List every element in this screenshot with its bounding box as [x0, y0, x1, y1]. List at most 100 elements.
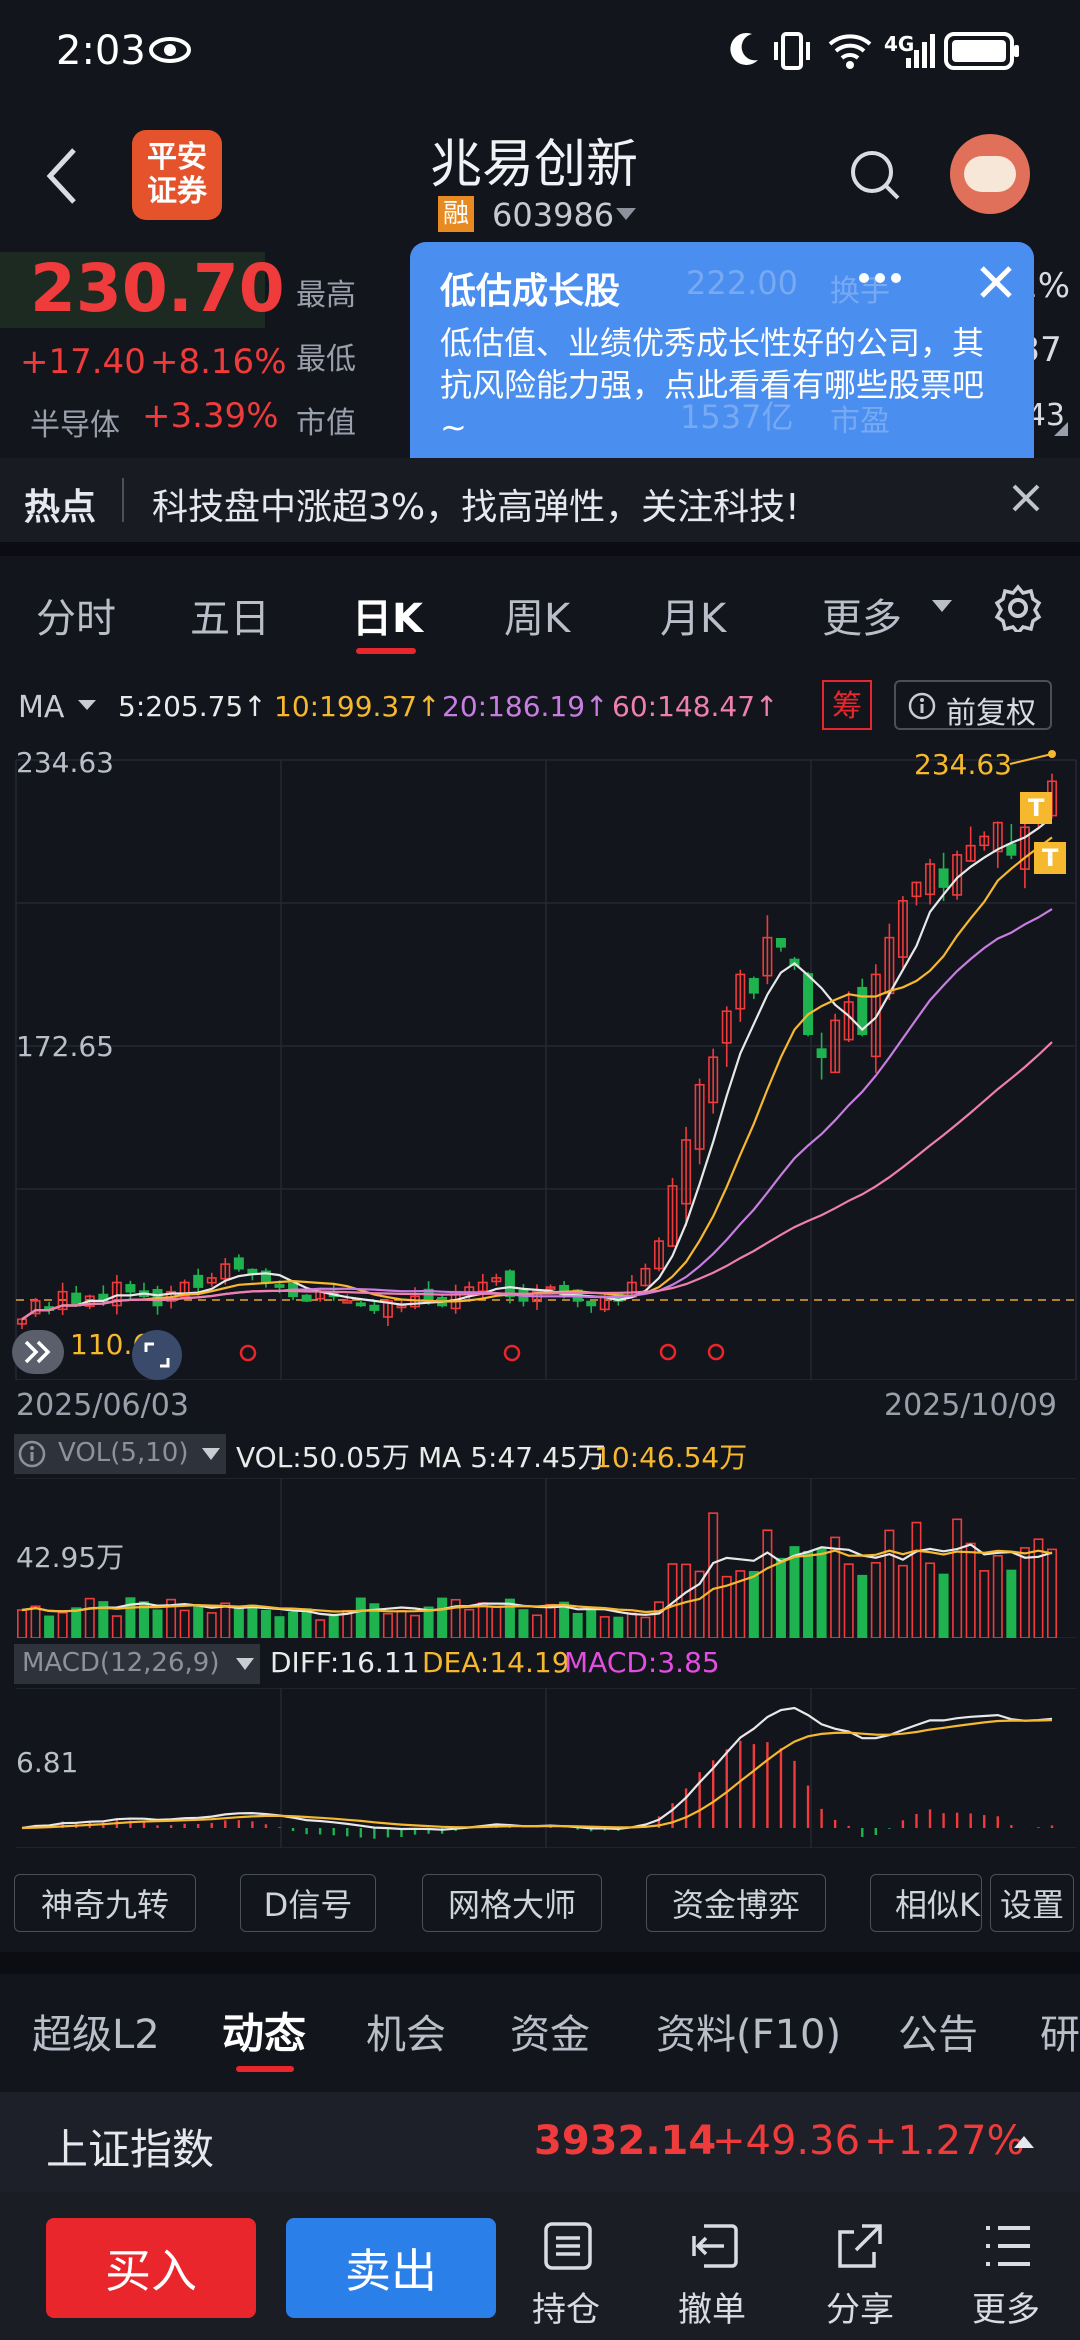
- holdings-icon[interactable]: [542, 2220, 594, 2272]
- share-label[interactable]: 分享: [826, 2290, 894, 2330]
- tab-gonggao[interactable]: 公告: [898, 2012, 978, 2058]
- t-marker-box: [1020, 792, 1052, 824]
- tab-wuri[interactable]: 五日: [190, 596, 270, 642]
- sell-button[interactable]: 卖出: [286, 2218, 496, 2318]
- tab-zijin[interactable]: 资金: [510, 2012, 590, 2058]
- vol-bar: [288, 1611, 299, 1638]
- vol-bar: [870, 1561, 881, 1638]
- tab-f10[interactable]: 资料(F10): [656, 2012, 842, 2058]
- search-icon[interactable]: [848, 148, 904, 204]
- vol-bar: [233, 1606, 244, 1638]
- more-dots-icon[interactable]: [858, 272, 902, 284]
- tool-similar-k[interactable]: 相似K: [870, 1874, 982, 1932]
- candle: [775, 937, 786, 948]
- vol-bar: [830, 1536, 841, 1638]
- cancel-order-icon[interactable]: [688, 2220, 740, 2272]
- tab-dongtai[interactable]: 动态: [222, 2009, 307, 2058]
- t-marker-box: [1034, 842, 1066, 874]
- tool-d-signal[interactable]: D信号: [240, 1874, 376, 1932]
- ma5-value: 5:205.75↑: [118, 690, 267, 723]
- index-expand-icon[interactable]: [1012, 2134, 1036, 2150]
- tool-settings[interactable]: 设置: [990, 1874, 1074, 1932]
- more-dropdown-icon[interactable]: [930, 598, 954, 614]
- vol-bar: [775, 1557, 786, 1638]
- vol-bar: [382, 1612, 393, 1638]
- t-marker-label: T: [1028, 794, 1045, 822]
- tab-yuek[interactable]: 月K: [660, 596, 727, 642]
- vol-bar: [572, 1612, 583, 1638]
- chou-button[interactable]: 筹: [822, 680, 872, 730]
- moon-icon: [730, 32, 758, 65]
- tool-fund-game[interactable]: 资金博弈: [646, 1874, 826, 1932]
- quote-expand-icon[interactable]: [1052, 420, 1070, 438]
- tab-zhouk[interactable]: 周K: [504, 596, 571, 642]
- hot-bar[interactable]: [0, 458, 1080, 542]
- price-change-pct: +8.16%: [150, 342, 287, 382]
- candles: [16, 773, 1058, 1330]
- stock-title: 兆易创新: [430, 135, 639, 195]
- index-bar[interactable]: [0, 2092, 1080, 2192]
- tab-yanbao[interactable]: 研: [1040, 2012, 1080, 2058]
- share-icon[interactable]: [834, 2220, 886, 2272]
- vol-lines: [21, 1543, 1053, 1617]
- popup-card[interactable]: 222.00 换手 1537亿 市盈 低估成长股 低估值、业绩优秀成长性好的公司…: [410, 242, 1034, 478]
- back-icon[interactable]: [44, 146, 80, 206]
- fuquan-button[interactable]: 前复权: [894, 680, 1052, 731]
- popup-close-icon[interactable]: [976, 262, 1016, 302]
- ma20-line: [21, 908, 1053, 1321]
- sector-name[interactable]: 半导体: [30, 408, 120, 443]
- max-label-leader: [1009, 753, 1053, 765]
- tab-super-l2[interactable]: 超级L2: [32, 2012, 160, 2058]
- stock-code[interactable]: 603986: [492, 196, 615, 234]
- gear-icon[interactable]: [994, 584, 1042, 632]
- cancel-order-label[interactable]: 撤单: [678, 2290, 746, 2330]
- info-icon: [908, 692, 936, 720]
- macd-chart[interactable]: [0, 1688, 1080, 1848]
- tab-fenshi[interactable]: 分时: [36, 596, 116, 642]
- vol-bar: [57, 1611, 68, 1638]
- price-chart[interactable]: [0, 740, 1080, 1380]
- vol-bar: [843, 1563, 854, 1638]
- holdings-label[interactable]: 持仓: [532, 2290, 600, 2330]
- sector-pct[interactable]: +3.39%: [142, 396, 279, 436]
- candle: [220, 1263, 231, 1280]
- expand-left-button[interactable]: [12, 1330, 64, 1374]
- vol-bar: [857, 1574, 868, 1638]
- fullscreen-button[interactable]: [132, 1330, 182, 1380]
- hot-close-icon[interactable]: [1010, 482, 1042, 514]
- macd-dea-line: [21, 1719, 1053, 1830]
- tool-shenqi-jiuzhuan[interactable]: 神奇九转: [14, 1874, 196, 1932]
- vol-bar: [925, 1562, 936, 1638]
- vol-indicator-button[interactable]: VOL(5,10): [14, 1434, 226, 1474]
- volume-chart[interactable]: [0, 1478, 1080, 1638]
- price-bg: [0, 252, 265, 328]
- candle: [125, 1284, 136, 1293]
- buy-button[interactable]: 买入: [46, 2218, 256, 2318]
- vol-bar: [911, 1521, 922, 1638]
- tab-rik[interactable]: 日K: [352, 596, 423, 642]
- broker-logo[interactable]: 平安证券: [132, 130, 222, 220]
- chart-start-date: 2025/06/03: [16, 1388, 189, 1423]
- ma-dropdown-icon[interactable]: [76, 698, 98, 712]
- vol-bar: [1019, 1547, 1030, 1638]
- tab-jihui[interactable]: 机会: [366, 2012, 446, 2058]
- vol-bar: [355, 1597, 366, 1638]
- ma-label[interactable]: MA: [18, 690, 65, 725]
- tab-more[interactable]: 更多: [822, 596, 902, 642]
- network-type: 4G: [884, 32, 915, 56]
- menu-icon[interactable]: [982, 2222, 1034, 2270]
- vol-bar: [328, 1615, 339, 1638]
- popup-behind-label-2: 市盈: [830, 404, 890, 439]
- candle: [586, 1300, 597, 1307]
- more-label[interactable]: 更多: [972, 2290, 1040, 2330]
- candle: [653, 1240, 664, 1270]
- vol-bar: [30, 1605, 41, 1638]
- vol-bar: [1033, 1538, 1044, 1638]
- t-marker-label: T: [1042, 844, 1059, 872]
- tool-grid-master[interactable]: 网格大师: [422, 1874, 602, 1932]
- status-time: 2:03: [56, 28, 146, 74]
- avatar[interactable]: [950, 134, 1030, 214]
- popup-behind-value-1: 222.00: [686, 264, 798, 302]
- code-dropdown-icon[interactable]: [614, 206, 638, 222]
- macd-indicator-button[interactable]: MACD(12,26,9): [14, 1644, 260, 1684]
